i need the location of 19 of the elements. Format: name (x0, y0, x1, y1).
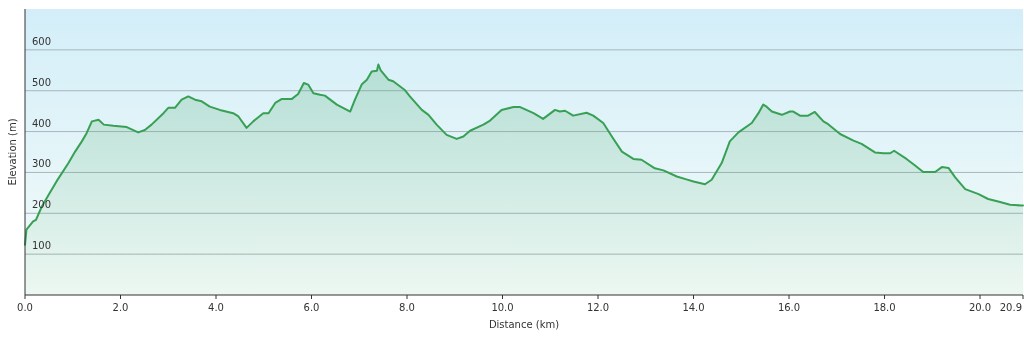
x-axis-title: Distance (km) (488, 319, 560, 330)
x-tick-label: 2.0 (112, 302, 129, 313)
y-tick-label: 600 (32, 35, 52, 47)
x-tick-label: 14.0 (682, 302, 705, 313)
x-tick-label: 12.0 (586, 302, 610, 313)
x-tick-label: 20.9 (999, 302, 1022, 313)
x-tick-label: 18.0 (873, 302, 896, 313)
x-tick-label: 8.0 (399, 302, 415, 313)
y-tick-label: 500 (32, 76, 52, 88)
x-tick-label: 16.0 (777, 302, 801, 313)
x-tick-label: 0.0 (17, 302, 33, 313)
x-tick-label: 6.0 (303, 302, 320, 313)
y-axis-title: Elevation (m) (7, 118, 18, 186)
x-tick-label: 10.0 (491, 302, 514, 313)
x-tick-label: 4.0 (208, 302, 224, 313)
y-tick-label: 300 (32, 158, 52, 170)
x-tick-label: 20.0 (968, 302, 992, 313)
y-tick-label: 100 (32, 240, 52, 252)
y-tick-label: 400 (32, 117, 52, 129)
